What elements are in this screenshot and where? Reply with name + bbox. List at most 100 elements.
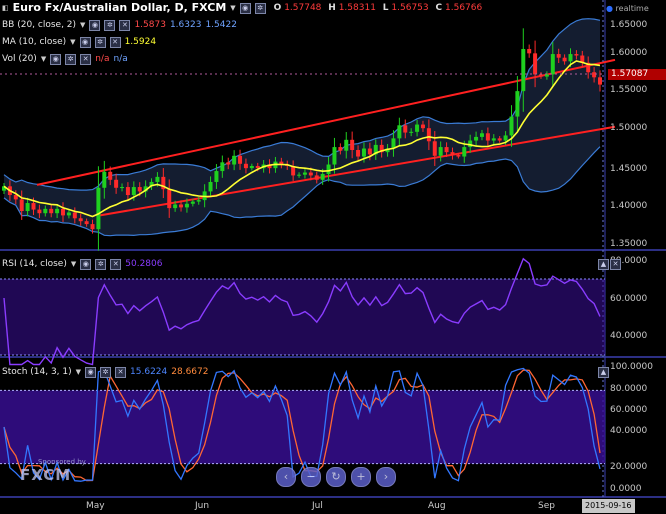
candle-body bbox=[479, 133, 484, 137]
candle-body bbox=[238, 155, 243, 164]
candle-body bbox=[267, 164, 272, 169]
close-icon[interactable]: ✕ bbox=[109, 36, 121, 48]
visibility-icon[interactable]: ◉ bbox=[89, 19, 101, 31]
zoom-out-icon[interactable]: − bbox=[301, 467, 321, 487]
candle-body bbox=[279, 161, 284, 165]
candle-body bbox=[397, 125, 402, 139]
ma-legend[interactable]: MA (10, close) ▼ ◉ ✲ ✕ 1.5924 bbox=[2, 36, 157, 48]
fxcm-logo: FXCM bbox=[20, 466, 72, 484]
candle-body bbox=[125, 187, 130, 196]
candle-body bbox=[344, 139, 349, 151]
visibility-icon[interactable]: ◉ bbox=[80, 258, 92, 270]
gear-icon[interactable]: ✲ bbox=[65, 53, 77, 65]
visibility-icon[interactable]: ◉ bbox=[50, 53, 62, 65]
bb-legend[interactable]: BB (20, close, 2) ▼ ◉ ✲ ✕ 1.5873 1.6323 1… bbox=[2, 19, 237, 31]
candle-body bbox=[509, 116, 514, 136]
candle-body bbox=[373, 144, 378, 155]
rsi-tick-40: 40.0000 bbox=[610, 331, 648, 341]
candle-body bbox=[66, 212, 71, 216]
candle-body bbox=[592, 72, 597, 78]
bollinger-lower-line bbox=[3, 146, 601, 237]
forward-icon[interactable]: › bbox=[376, 467, 396, 487]
candle-body bbox=[220, 162, 225, 172]
candle-body bbox=[226, 162, 231, 165]
candle-body bbox=[96, 187, 101, 230]
rsi-tick-80: 80.0000 bbox=[610, 256, 648, 266]
close-icon[interactable]: ✕ bbox=[80, 53, 92, 65]
rsi-tick-60: 60.0000 bbox=[610, 294, 648, 304]
candle-body bbox=[120, 187, 125, 189]
panel-close-icon[interactable]: ✕ bbox=[610, 259, 621, 270]
close-icon[interactable]: ✕ bbox=[110, 258, 122, 270]
visibility-icon[interactable]: ◉ bbox=[79, 36, 91, 48]
chart-settings-icon[interactable]: ◧ bbox=[2, 4, 9, 12]
visibility-icon[interactable]: ◉ bbox=[239, 2, 251, 14]
candle-body bbox=[533, 53, 538, 75]
candle-body bbox=[149, 181, 154, 187]
close-icon[interactable]: ✕ bbox=[119, 19, 131, 31]
gear-icon[interactable]: ✲ bbox=[94, 36, 106, 48]
vol-legend[interactable]: Vol (20) ▼ ◉ ✲ ✕ n/a n/a bbox=[2, 53, 128, 65]
candle-body bbox=[61, 208, 66, 216]
stoch-tick-40: 40.0000 bbox=[610, 426, 648, 436]
symbol-title[interactable]: Euro Fx/Australian Dollar, D, FXCM bbox=[12, 1, 227, 14]
candle-body bbox=[49, 208, 54, 214]
candle-body bbox=[25, 203, 30, 212]
candle-body bbox=[184, 203, 189, 208]
candle-body bbox=[415, 124, 420, 132]
candle-body bbox=[426, 128, 431, 142]
zoom-in-icon[interactable]: + bbox=[351, 467, 371, 487]
candle-body bbox=[31, 203, 36, 210]
candle-body bbox=[102, 171, 107, 188]
back-icon[interactable]: ‹ bbox=[276, 467, 296, 487]
close-icon[interactable]: ✕ bbox=[115, 366, 127, 378]
candle-body bbox=[432, 141, 437, 156]
gear-icon[interactable]: ✲ bbox=[104, 19, 116, 31]
candle-body bbox=[302, 172, 307, 175]
candle-body bbox=[291, 165, 296, 176]
candle-body bbox=[515, 91, 520, 117]
rsi-band bbox=[0, 279, 605, 355]
visibility-icon[interactable]: ◉ bbox=[85, 366, 97, 378]
candle-body bbox=[497, 138, 502, 141]
candle-body bbox=[444, 147, 449, 153]
candle-body bbox=[179, 204, 184, 208]
candle-body bbox=[243, 163, 248, 169]
channel-lower-line bbox=[99, 125, 616, 217]
rsi-line bbox=[3, 257, 601, 366]
gear-icon[interactable]: ✲ bbox=[254, 2, 266, 14]
candle-body bbox=[403, 125, 408, 133]
candle-body bbox=[409, 131, 414, 133]
candle-body bbox=[462, 147, 467, 157]
x-tick-jun: Jun bbox=[195, 501, 210, 511]
candle-body bbox=[72, 212, 77, 219]
candle-body bbox=[367, 148, 372, 155]
rsi-legend[interactable]: RSI (14, close) ▼ ◉ ✲ ✕ 50.2806 bbox=[2, 258, 163, 270]
stoch-legend[interactable]: Stoch (14, 3, 1) ▼ ◉ ✲ ✕ 15.6224 28.6672 bbox=[2, 366, 209, 378]
candle-body bbox=[43, 208, 48, 214]
candle-body bbox=[521, 48, 526, 92]
candle-body bbox=[137, 187, 142, 192]
stoch-tick-80: 80.0000 bbox=[610, 384, 648, 394]
candle-body bbox=[503, 135, 508, 141]
x-tick-sep: Sep bbox=[538, 501, 555, 511]
chevron-down-icon[interactable]: ▼ bbox=[230, 4, 236, 12]
price-tick-1600: 1.60000 bbox=[610, 48, 648, 58]
ohlc-readout: O 1.57748 H 1.58311 L 1.56753 C 1.56766 bbox=[273, 3, 483, 13]
candle-body bbox=[332, 147, 337, 165]
reset-icon[interactable]: ↻ bbox=[326, 467, 346, 487]
candle-body bbox=[78, 218, 83, 222]
x-tick-jul: Jul bbox=[312, 501, 323, 511]
date-marker: 2015-09-16 bbox=[582, 499, 635, 513]
candle-body bbox=[143, 186, 148, 192]
candle-body bbox=[196, 200, 201, 202]
gear-icon[interactable]: ✲ bbox=[95, 258, 107, 270]
price-tick-1500: 1.50000 bbox=[610, 123, 648, 133]
panel-up-icon[interactable]: ▲ bbox=[598, 367, 609, 378]
candle-body bbox=[108, 171, 113, 180]
gear-icon[interactable]: ✲ bbox=[100, 366, 112, 378]
candle-body bbox=[598, 77, 602, 85]
panel-up-icon[interactable]: ▲ bbox=[598, 259, 609, 270]
price-tick-1550: 1.55000 bbox=[610, 85, 648, 95]
